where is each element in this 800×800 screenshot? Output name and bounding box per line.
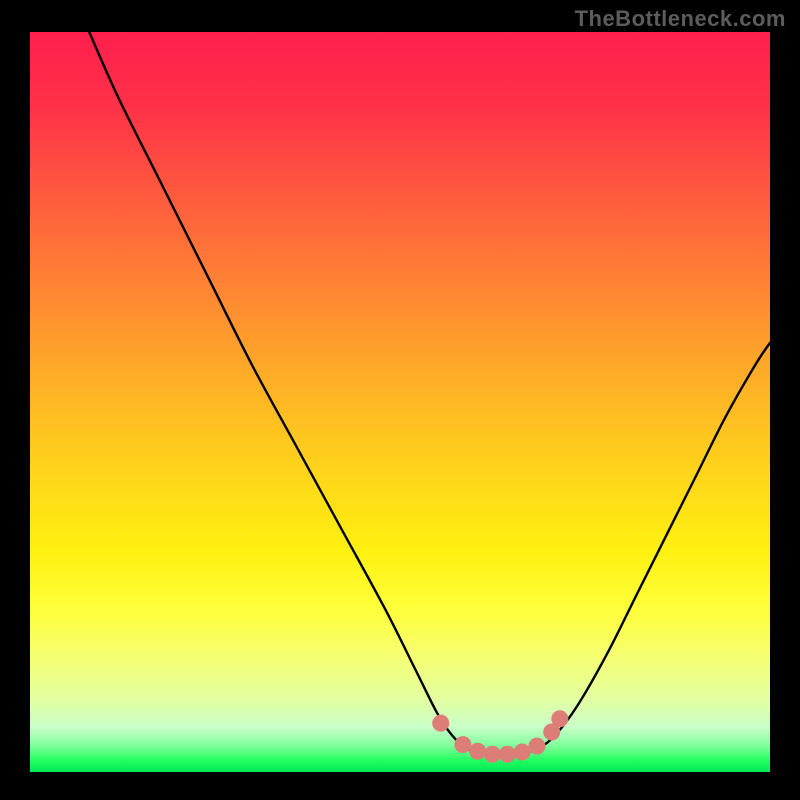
marker-point xyxy=(470,743,486,759)
marker-point xyxy=(433,715,449,731)
marker-point xyxy=(552,711,568,727)
watermark-text: TheBottleneck.com xyxy=(575,6,786,32)
marker-point xyxy=(529,738,545,754)
marker-point xyxy=(514,744,530,760)
chart-container: TheBottleneck.com xyxy=(0,0,800,800)
bottleneck-curve-chart xyxy=(0,0,800,800)
marker-point xyxy=(455,737,471,753)
marker-point xyxy=(499,746,515,762)
marker-point xyxy=(485,746,501,762)
